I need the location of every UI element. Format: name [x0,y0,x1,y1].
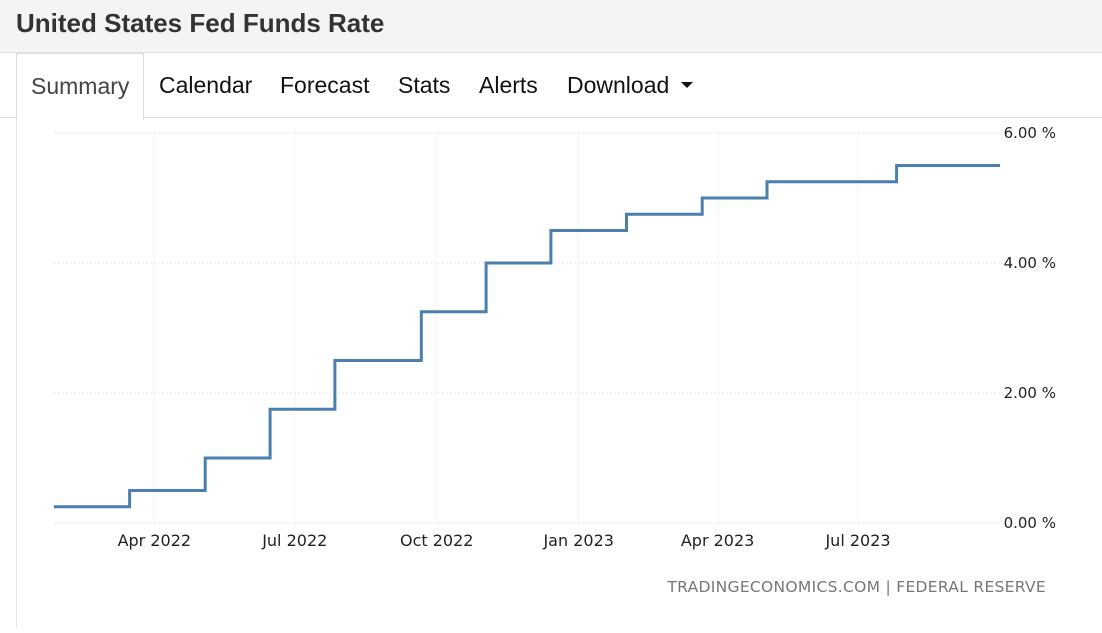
rate-chart: 0.00 % 2.00 % 4.00 % 6.00 % Apr 2022 Jul 2022… [54,124,1056,596]
y-tick-label: 6.00 % [1004,124,1056,142]
tab-bar: Summary Calendar Forecast Stats Alerts D… [0,53,1102,120]
chart-container: 0.00 % 2.00 % 4.00 % 6.00 % Apr 2022 Jul 2022… [0,118,1102,628]
tab-calendar[interactable]: Calendar [159,72,253,98]
x-tick-label: Oct 2022 [400,531,473,550]
tab-alerts[interactable]: Alerts [479,72,538,98]
y-tick-label: 2.00 % [1004,384,1056,402]
tab-download[interactable]: Download [567,53,694,117]
tab-forecast[interactable]: Forecast [280,72,370,98]
tab-summary[interactable]: Summary [16,53,145,120]
tab-download-label: Download [567,72,670,98]
y-tick-label: 4.00 % [1004,254,1056,272]
x-tick-label: Jul 2022 [261,531,327,550]
x-tick-label: Jul 2023 [824,531,890,550]
source-attribution: TRADINGECONOMICS.COM | FEDERAL RESERVE [666,578,1046,596]
tab-stats[interactable]: Stats [398,72,451,98]
x-tick-label: Apr 2022 [118,531,191,550]
rate-step-line [54,164,1000,509]
panel-left-border [16,118,17,628]
caret-down-icon [681,81,694,88]
page-title: United States Fed Funds Rate [16,8,385,38]
x-tick-label: Apr 2023 [681,531,754,550]
x-tick-label: Jan 2023 [542,531,613,550]
y-tick-label: 0.00 % [1004,514,1056,532]
title-bar: United States Fed Funds Rate [0,0,1102,53]
